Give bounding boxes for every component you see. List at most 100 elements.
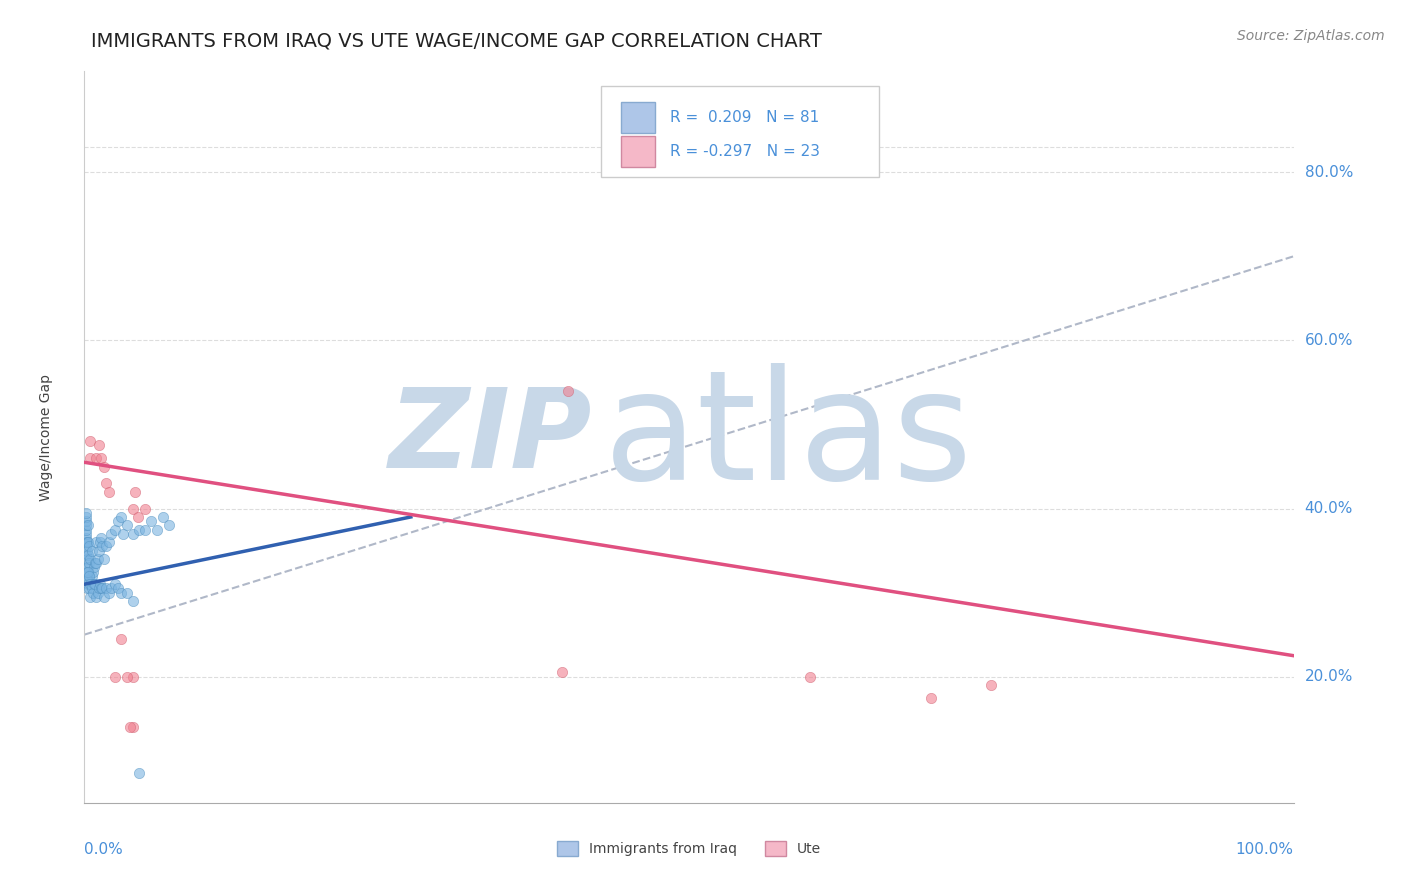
Point: [79, 552, 101, 566]
Point: [121, 594, 143, 608]
Point: [139, 514, 162, 528]
Point: [121, 720, 143, 734]
Point: [157, 518, 180, 533]
Text: 60.0%: 60.0%: [1305, 333, 1353, 348]
Point: [94, 540, 117, 554]
Point: [121, 526, 143, 541]
Point: [86, 590, 108, 604]
Point: [124, 484, 146, 499]
Point: [110, 585, 132, 599]
Point: [77, 565, 100, 579]
Point: [75, 531, 97, 545]
Point: [94, 582, 117, 596]
Point: [93, 552, 115, 566]
Point: [79, 577, 101, 591]
Point: [120, 720, 142, 734]
Point: [87, 438, 110, 452]
Point: [76, 543, 98, 558]
Point: [89, 535, 111, 549]
Point: [76, 552, 98, 566]
Point: [79, 590, 101, 604]
Point: [80, 569, 103, 583]
Point: [76, 582, 98, 596]
FancyBboxPatch shape: [621, 136, 655, 167]
Point: [115, 518, 138, 533]
Point: [107, 582, 129, 596]
Point: [75, 523, 97, 537]
Point: [75, 514, 97, 528]
Point: [86, 552, 108, 566]
Point: [134, 523, 156, 537]
Text: 40.0%: 40.0%: [1305, 501, 1353, 516]
Text: 80.0%: 80.0%: [1305, 165, 1353, 180]
Point: [82, 565, 104, 579]
Point: [127, 510, 149, 524]
Point: [104, 523, 127, 537]
FancyBboxPatch shape: [600, 86, 879, 178]
Point: [94, 476, 117, 491]
Point: [79, 451, 101, 466]
Point: [90, 531, 112, 545]
Point: [77, 560, 100, 574]
Point: [128, 766, 150, 780]
Point: [77, 577, 100, 591]
Point: [121, 501, 143, 516]
Text: ZIP: ZIP: [388, 384, 592, 491]
Point: [76, 560, 98, 574]
Point: [77, 548, 100, 562]
Point: [100, 582, 122, 596]
FancyBboxPatch shape: [621, 102, 655, 133]
Point: [97, 484, 120, 499]
Point: [551, 665, 574, 680]
Point: [87, 582, 110, 596]
Point: [91, 540, 114, 554]
Point: [90, 451, 112, 466]
Point: [77, 556, 100, 570]
Point: [75, 506, 97, 520]
Text: IMMIGRANTS FROM IRAQ VS UTE WAGE/INCOME GAP CORRELATION CHART: IMMIGRANTS FROM IRAQ VS UTE WAGE/INCOME …: [91, 31, 823, 50]
Point: [146, 523, 169, 537]
Point: [77, 540, 100, 554]
Point: [86, 535, 108, 549]
Point: [83, 560, 105, 574]
Point: [110, 632, 132, 646]
Point: [87, 543, 110, 558]
Point: [93, 590, 115, 604]
Point: [920, 690, 942, 705]
Point: [75, 535, 97, 549]
Point: [93, 459, 115, 474]
Text: 100.0%: 100.0%: [1236, 842, 1294, 856]
Point: [107, 514, 129, 528]
Point: [79, 434, 101, 449]
Point: [100, 526, 122, 541]
Point: [104, 670, 127, 684]
Text: Source: ZipAtlas.com: Source: ZipAtlas.com: [1237, 29, 1385, 43]
Point: [77, 569, 100, 583]
Point: [134, 501, 156, 516]
Point: [79, 577, 101, 591]
Point: [89, 577, 111, 591]
Text: Wage/Income Gap: Wage/Income Gap: [39, 374, 52, 500]
Text: atlas: atlas: [605, 362, 973, 512]
Point: [77, 582, 100, 596]
Point: [80, 582, 103, 596]
Point: [121, 670, 143, 684]
Point: [115, 670, 138, 684]
Point: [97, 535, 120, 549]
Point: [83, 577, 105, 591]
Point: [112, 526, 135, 541]
Text: R =  0.209   N = 81: R = 0.209 N = 81: [669, 110, 818, 125]
Text: 20.0%: 20.0%: [1305, 669, 1353, 684]
Point: [86, 556, 108, 570]
Point: [75, 510, 97, 524]
Point: [75, 548, 97, 562]
Point: [110, 510, 132, 524]
Point: [84, 556, 107, 570]
Point: [152, 510, 174, 524]
Point: [97, 585, 120, 599]
Point: [77, 518, 100, 533]
Point: [104, 577, 127, 591]
Point: [76, 535, 98, 549]
Point: [84, 577, 107, 591]
Text: 0.0%: 0.0%: [84, 842, 124, 856]
